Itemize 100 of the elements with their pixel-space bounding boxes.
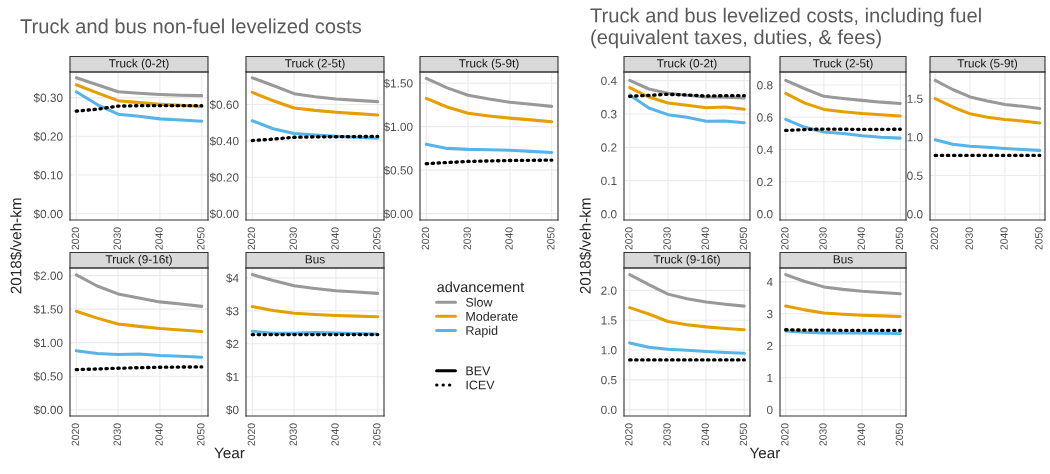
x-tick-label: 2030: [819, 227, 827, 250]
x-tick-label: 2050: [739, 227, 748, 250]
y-tick-label: 0.3: [601, 110, 617, 119]
x-tick-label: 2050: [197, 423, 205, 446]
y-tick-label: 0.8: [757, 81, 773, 90]
y-tick-label: 1.5: [601, 316, 617, 325]
x-tick-label: 2020: [781, 423, 789, 446]
x-tick-label: 2050: [1035, 227, 1043, 250]
x-tick-label: 2020: [781, 227, 789, 250]
y-tick-label: $0.40: [209, 136, 239, 147]
y-tick-label: 0.0: [601, 210, 617, 219]
x-tick-label: 2020: [71, 423, 80, 446]
chart-title: Truck (5-9t): [957, 58, 1018, 70]
x-tick-label: 2040: [701, 227, 709, 250]
x-tick-label: 2050: [373, 423, 381, 446]
x-tick-label: 2040: [505, 227, 513, 250]
y-tick-label: 1.0: [601, 346, 617, 355]
y-tick-label: $0.60: [209, 100, 239, 110]
y-tick-label: 0.5: [601, 375, 617, 385]
x-tick-label: 2040: [331, 423, 339, 446]
y-tick-label: 2.0: [601, 286, 617, 295]
line-series: [424, 76, 554, 108]
y-tick-label: $0.00: [33, 209, 63, 219]
x-tick-label: 2050: [373, 227, 381, 250]
chart-title: Truck (9-16t): [653, 254, 720, 266]
text: BEV: [466, 366, 491, 376]
y-tick-label: $0.00: [209, 209, 239, 219]
y-tick-label: $0.30: [33, 93, 63, 103]
y-tick-label: $1.00: [33, 338, 63, 348]
x-tick-label: 2030: [965, 227, 973, 250]
y-tick-label: $0.20: [33, 131, 63, 142]
x-tick-label: 2020: [625, 423, 633, 446]
y-axis-title: 2018$/veh-km: [579, 198, 592, 294]
y-tick-label: 0.0: [757, 210, 773, 219]
chart-title: Truck (0-2t): [108, 58, 169, 70]
line-series: [933, 138, 1042, 152]
y-tick-label: 4: [766, 278, 773, 287]
chart-title: Truck (2-5t): [284, 58, 345, 70]
x-tick-label: 2020: [625, 227, 633, 250]
text: Truck and bus non-fuel levelized costs: [20, 18, 362, 34]
chart-title: Truck (5-9t): [458, 58, 519, 70]
line-series: [74, 76, 204, 98]
legend-label: ICEV: [466, 380, 495, 390]
x-tick-label: 2020: [247, 423, 256, 446]
legend-label: Rapid: [466, 325, 498, 338]
x-tick-label: 2030: [463, 227, 471, 250]
y-tick-label: $4: [226, 273, 239, 283]
y-tick-label: $0.50: [33, 371, 63, 382]
x-tick-label: 2050: [547, 227, 555, 250]
x-tick-label: 2040: [701, 423, 709, 446]
y-tick-label: 0.1: [601, 176, 617, 186]
y-tick-label: 1: [767, 373, 773, 383]
x-tick-label: 2020: [71, 227, 80, 250]
y-tick-label: 0.4: [601, 76, 617, 86]
x-tick-label: 2050: [895, 227, 904, 250]
y-tick-label: $0.10: [33, 170, 63, 181]
x-tick-label: 2050: [895, 423, 904, 446]
line-series: [784, 304, 902, 319]
line-series: [74, 309, 204, 334]
x-tick-label: 2050: [197, 227, 205, 250]
y-tick-label: 0: [766, 405, 773, 415]
y-tick-label: $2.00: [33, 271, 63, 281]
y-tick-label: $0.00: [33, 405, 63, 415]
line-series: [784, 117, 902, 140]
chart-title: Bus: [305, 255, 325, 264]
line-series: [933, 78, 1042, 111]
x-tick-label: 2040: [1000, 227, 1008, 250]
chart-title: Truck (2-5t): [812, 58, 873, 70]
line-series: [74, 349, 204, 359]
line-series: [784, 78, 902, 105]
line-series: [250, 76, 380, 104]
line-series: [74, 273, 204, 308]
x-tick-label: 2020: [421, 227, 430, 250]
x-axis-title: Year: [214, 447, 245, 459]
y-tick-label: 0.0: [907, 210, 923, 219]
line-series: [628, 341, 746, 355]
y-tick-label: $3: [226, 306, 239, 316]
y-tick-label: $1: [226, 372, 239, 382]
y-tick-label: $0.20: [209, 172, 239, 183]
x-tick-label: 2030: [819, 423, 827, 446]
line-series: [628, 273, 746, 308]
line-series: [784, 91, 902, 118]
y-tick-label: 0.2: [601, 143, 617, 152]
line-series: [933, 97, 1042, 125]
y-tick-label: 1.5: [907, 94, 923, 103]
line-series: [628, 306, 746, 332]
x-tick-label: 2030: [289, 423, 297, 446]
y-tick-label: 2: [767, 341, 773, 351]
line-series: [424, 142, 554, 155]
y-tick-label: 0.4: [757, 145, 773, 154]
y-tick-label: 3: [766, 309, 773, 319]
x-tick-label: 2040: [857, 227, 865, 250]
line-series: [628, 86, 746, 111]
y-axis-title: 2018$/veh-km: [9, 198, 23, 294]
x-tick-label: 2040: [155, 227, 163, 250]
legend-label: Slow: [465, 297, 493, 307]
x-tick-label: 2030: [663, 423, 671, 446]
legend-title: advancement: [437, 281, 525, 293]
y-tick-label: 0.0: [601, 405, 617, 415]
line-series: [74, 90, 204, 123]
